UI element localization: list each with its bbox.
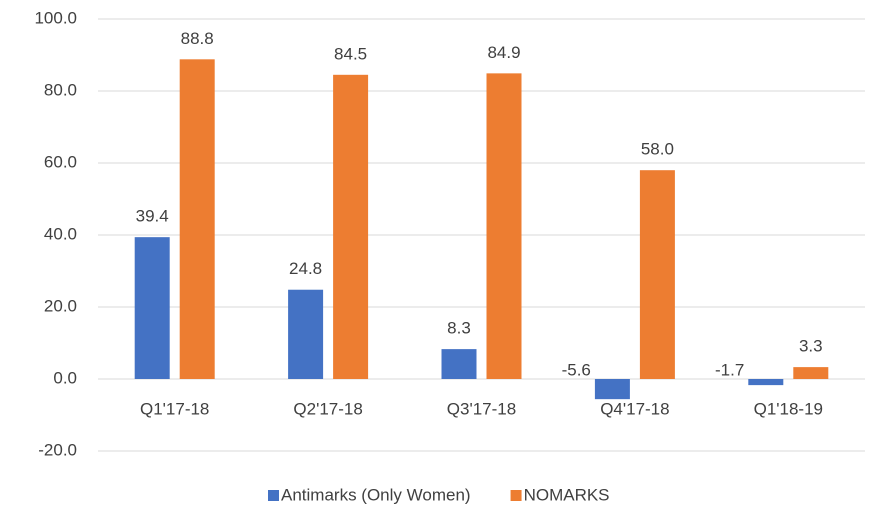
x-tick-label: Q2'17-18 bbox=[293, 399, 362, 418]
y-tick-label: 40.0 bbox=[44, 224, 77, 243]
data-label: 24.8 bbox=[289, 259, 322, 278]
x-tick-label: Q1'17-18 bbox=[140, 399, 209, 418]
data-label: 3.3 bbox=[799, 337, 823, 356]
bar bbox=[333, 74, 369, 380]
y-tick-label: 100.0 bbox=[34, 8, 77, 27]
data-label: -1.7 bbox=[715, 360, 744, 379]
x-tick-label: Q3'17-18 bbox=[447, 399, 516, 418]
y-tick-label: -20.0 bbox=[38, 440, 77, 459]
bar bbox=[594, 379, 630, 400]
bar bbox=[179, 59, 215, 379]
bar bbox=[288, 289, 324, 379]
data-label: 39.4 bbox=[136, 207, 169, 226]
bar bbox=[441, 349, 477, 379]
bar bbox=[134, 237, 170, 379]
y-tick-label: 60.0 bbox=[44, 152, 77, 171]
data-label: 84.9 bbox=[487, 43, 520, 62]
y-tick-label: 20.0 bbox=[44, 296, 77, 315]
data-label: 84.5 bbox=[334, 44, 367, 63]
bar bbox=[748, 379, 784, 386]
bar bbox=[793, 367, 829, 379]
data-label: -5.6 bbox=[562, 360, 591, 379]
x-tick-label: Q1'18-19 bbox=[754, 399, 823, 418]
bar bbox=[486, 73, 522, 380]
data-label: 8.3 bbox=[447, 319, 471, 338]
data-label: 58.0 bbox=[641, 140, 674, 159]
legend-swatch bbox=[268, 490, 279, 501]
x-tick-label: Q4'17-18 bbox=[600, 399, 669, 418]
legend-swatch bbox=[510, 490, 522, 501]
bar bbox=[639, 170, 675, 379]
legend-label: Antimarks (Only Women) bbox=[281, 485, 471, 504]
y-tick-label: 0.0 bbox=[53, 368, 77, 387]
legend-label: NOMARKS bbox=[524, 485, 610, 504]
data-label: 88.8 bbox=[181, 29, 214, 48]
y-tick-label: 80.0 bbox=[44, 80, 77, 99]
